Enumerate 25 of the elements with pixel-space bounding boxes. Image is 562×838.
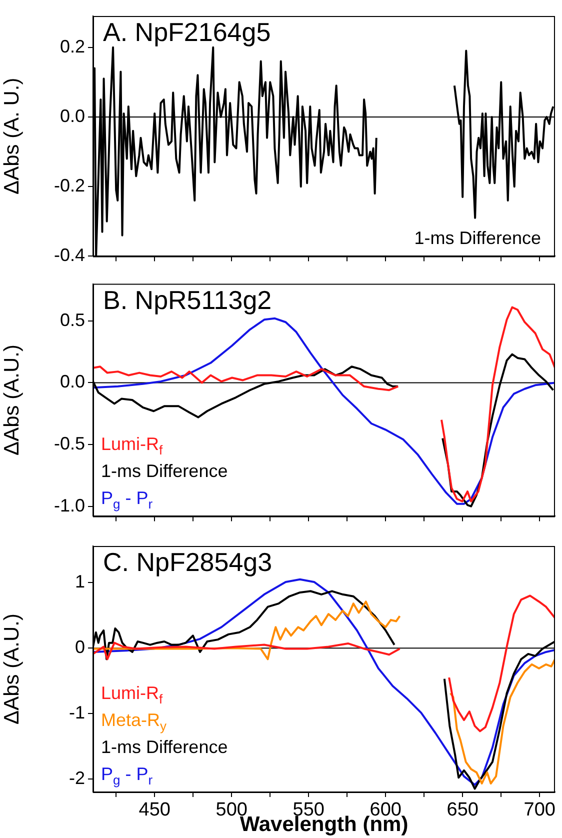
chart-title: B. NpR5113g2 [103, 284, 272, 315]
y-axis-title: ΔAbs (A.U.) [0, 344, 24, 456]
y-tick-label: 0 [74, 637, 85, 658]
chart-title: A. NpF2164g5 [103, 17, 271, 48]
y-tick-label: 0.0 [60, 372, 85, 392]
y-tick-label: -1 [68, 702, 85, 722]
y-tick-label: -1.0 [54, 495, 85, 516]
y-axis-title: ΔAbs (A. U.) [0, 78, 24, 194]
y-tick-label: -0.4 [54, 245, 85, 266]
y-tick-label: -0.5 [54, 433, 85, 454]
series-label: 1-ms Difference [414, 228, 542, 248]
y-tick-label: 0.5 [60, 310, 85, 330]
chart-title: C. NpF2854g3 [103, 547, 272, 578]
y-axis-title: ΔAbs (A.U.) [0, 614, 24, 724]
y-tick-label: 0.0 [60, 106, 85, 126]
y-tick-label: -0.2 [54, 176, 85, 196]
text: 1-ms Difference [101, 737, 228, 757]
x-tick-label: 600 [370, 800, 402, 821]
x-tick-label: 450 [138, 800, 170, 821]
y-tick-label: -2 [68, 768, 85, 788]
x-tick-label: 700 [524, 800, 556, 821]
y-tick-label: 1 [74, 572, 85, 592]
text: 1-ms Difference [101, 461, 228, 482]
x-tick-label: 650 [446, 800, 478, 821]
y-tick-label: 0.2 [60, 36, 85, 56]
